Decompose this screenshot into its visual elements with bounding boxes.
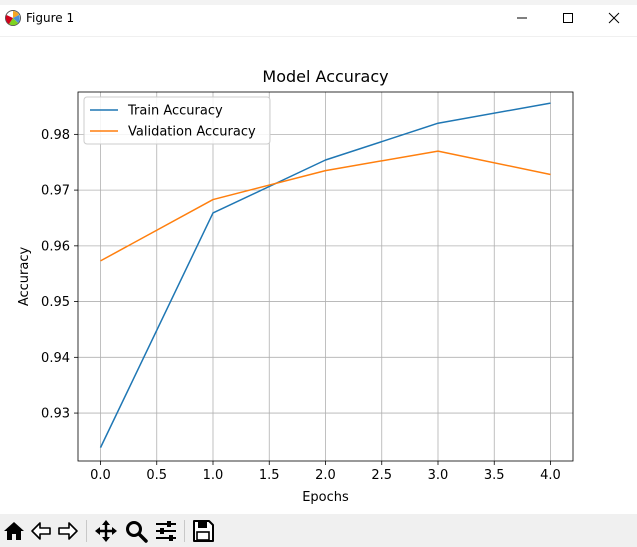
back-arrow-icon	[31, 522, 51, 540]
forward-arrow-icon	[58, 522, 78, 540]
navigation-toolbar	[0, 514, 637, 547]
forward-button[interactable]	[56, 519, 80, 543]
series-lines	[99, 102, 551, 448]
toolbar-separator	[86, 520, 87, 542]
zoom-button[interactable]	[124, 519, 148, 543]
close-icon	[608, 12, 620, 24]
series-line-train-accuracy	[99, 102, 551, 448]
x-tick-label: 4.0	[540, 468, 561, 483]
legend-box	[83, 96, 271, 145]
title-bar: Figure 1	[0, 0, 637, 37]
save-button[interactable]	[191, 519, 215, 543]
matplotlib-figure-icon	[4, 9, 22, 27]
x-tick-label: 3.0	[428, 468, 449, 483]
pan-move-icon	[95, 520, 117, 542]
x-tick-label: 1.5	[259, 468, 280, 483]
pan-button[interactable]	[94, 519, 118, 543]
x-axis-label: Epochs	[302, 490, 349, 505]
axis-ticks: 0.0 0.5 1.0 1.5 2.0 2.5 3.0 3.5 4.0 0.93 0.94 0.95 0…	[41, 128, 561, 483]
accuracy-chart: 0.0 0.5 1.0 1.5 2.0 2.5 3.0 3.5 4.0 0.93 0.94 0.95 0…	[17, 67, 574, 505]
x-tick-label: 3.5	[484, 468, 505, 483]
series-line-validation-accuracy	[100, 150, 551, 262]
legend-label-train: Train Accuracy	[127, 104, 223, 119]
configure-subplots-icon	[156, 521, 176, 541]
background-window-strip	[0, 0, 637, 5]
y-tick-label: 0.97	[41, 184, 70, 199]
x-tick-label: 0.0	[90, 468, 111, 483]
configure-subplots-button[interactable]	[154, 519, 178, 543]
window-title: Figure 1	[26, 11, 75, 25]
y-tick-label: 0.96	[41, 239, 70, 254]
x-tick-label: 1.0	[203, 468, 224, 483]
maximize-icon	[563, 13, 573, 23]
minimize-button[interactable]	[499, 0, 545, 36]
home-button[interactable]	[2, 519, 26, 543]
back-button[interactable]	[29, 519, 53, 543]
figure-canvas[interactable]: 0.0 0.5 1.0 1.5 2.0 2.5 3.0 3.5 4.0 0.93 0.94 0.95 0…	[0, 36, 637, 514]
y-tick-label: 0.95	[41, 295, 70, 310]
x-tick-label: 2.5	[371, 468, 392, 483]
maximize-button[interactable]	[545, 0, 591, 36]
grid-lines	[78, 92, 573, 461]
chart-title: Model Accuracy	[262, 67, 388, 86]
close-button[interactable]	[591, 0, 637, 36]
zoom-magnifier-icon	[126, 521, 148, 543]
y-tick-label: 0.94	[41, 351, 70, 366]
y-tick-label: 0.98	[41, 128, 70, 143]
x-tick-label: 2.0	[315, 468, 336, 483]
y-tick-label: 0.93	[41, 407, 70, 422]
legend-label-validation: Validation Accuracy	[128, 125, 256, 140]
home-icon	[4, 522, 24, 540]
save-disk-icon	[193, 520, 214, 542]
toolbar-separator	[184, 520, 185, 542]
minimize-icon	[517, 17, 527, 19]
x-tick-label: 0.5	[146, 468, 167, 483]
legend: Train Accuracy Validation Accuracy	[83, 96, 271, 145]
y-axis-label: Accuracy	[17, 247, 32, 307]
